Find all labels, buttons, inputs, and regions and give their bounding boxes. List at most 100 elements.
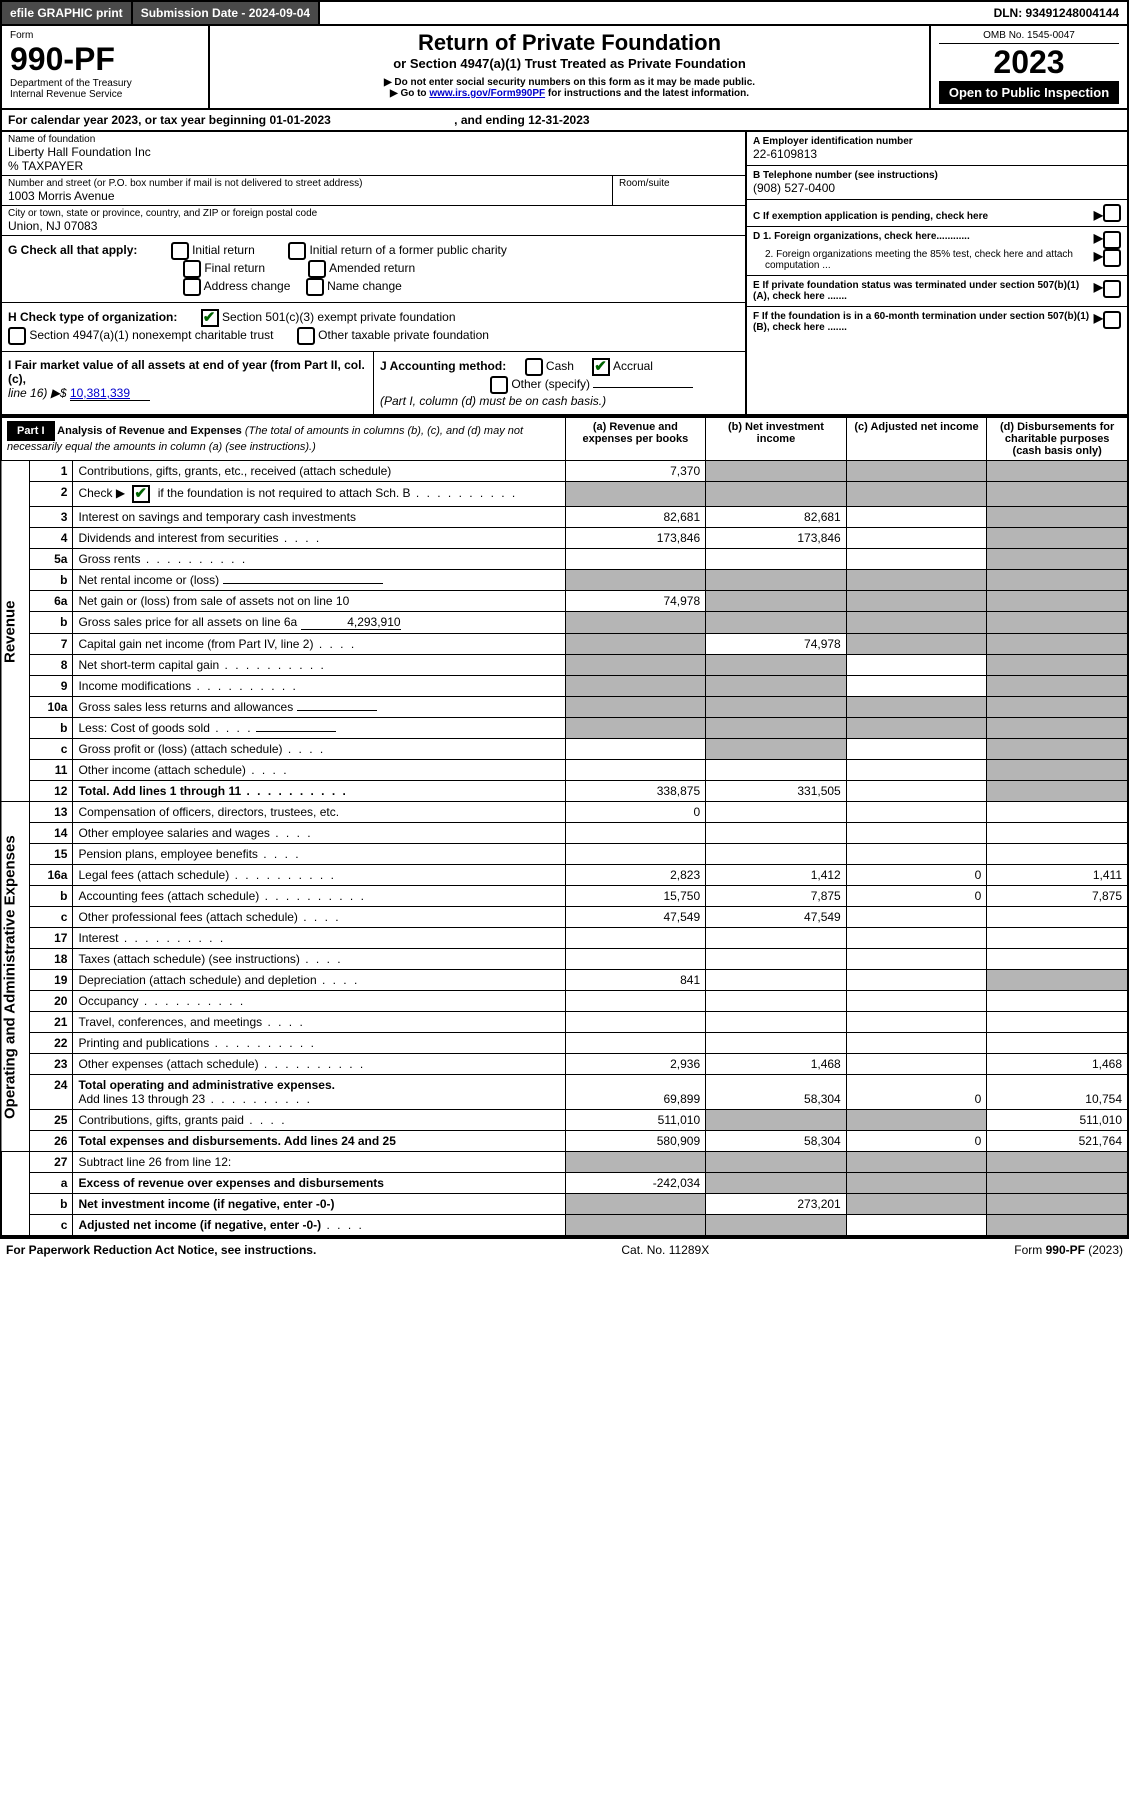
opt-other-method: Other (specify) <box>511 377 590 391</box>
d1-label: D 1. Foreign organizations, check here..… <box>753 231 1094 249</box>
line-6b-num: b <box>29 612 73 634</box>
line-27b-b: 273,201 <box>706 1194 847 1215</box>
line-16b-b: 7,875 <box>706 886 847 907</box>
line-4-desc: Dividends and interest from securities <box>73 528 565 549</box>
checkbox-other-taxable[interactable] <box>297 327 315 345</box>
checkbox-e[interactable] <box>1103 280 1121 298</box>
line-9-desc: Income modifications <box>73 676 565 697</box>
line-3-desc: Interest on savings and temporary cash i… <box>73 507 565 528</box>
line-16b-desc: Accounting fees (attach schedule) <box>73 886 565 907</box>
checkbox-d2[interactable] <box>1103 249 1121 267</box>
opt-final-return: Final return <box>204 261 265 275</box>
line-24-b: 58,304 <box>706 1075 847 1110</box>
line-4-b: 173,846 <box>706 528 847 549</box>
omb-number: OMB No. 1545-0047 <box>939 30 1119 44</box>
line-6b-desc: Gross sales price for all assets on line… <box>73 612 565 634</box>
d2-label: 2. Foreign organizations meeting the 85%… <box>753 249 1094 271</box>
checkbox-accrual[interactable] <box>592 358 610 376</box>
line-22-desc: Printing and publications <box>73 1033 565 1054</box>
form-title: Return of Private Foundation <box>218 30 921 56</box>
line-14-desc: Other employee salaries and wages <box>73 823 565 844</box>
line-16c-a: 47,549 <box>565 907 706 928</box>
line-25-a: 511,010 <box>565 1110 706 1131</box>
checkbox-initial-return[interactable] <box>171 242 189 260</box>
line-27c-num: c <box>29 1215 73 1237</box>
footer: For Paperwork Reduction Act Notice, see … <box>0 1237 1129 1261</box>
checkbox-d1[interactable] <box>1103 231 1121 249</box>
top-bar: efile GRAPHIC print Submission Date - 20… <box>0 0 1129 26</box>
tax-year: 2023 <box>939 44 1119 81</box>
line-26-b: 58,304 <box>706 1131 847 1152</box>
part1-badge: Part I <box>7 421 55 441</box>
irs-link[interactable]: www.irs.gov/Form990PF <box>429 88 545 99</box>
checkbox-c[interactable] <box>1103 204 1121 222</box>
line-26-desc: Total expenses and disbursements. Add li… <box>73 1131 565 1152</box>
i-value-link[interactable]: 10,381,339 <box>70 386 150 401</box>
taxpayer-line: % TAXPAYER <box>8 159 739 173</box>
line-16c-b: 47,549 <box>706 907 847 928</box>
h-label: H Check type of organization: <box>8 310 177 324</box>
submission-date: Submission Date - 2024-09-04 <box>133 2 320 24</box>
note-goto: ▶ Go to www.irs.gov/Form990PF for instru… <box>218 88 921 99</box>
line-23-b: 1,468 <box>706 1054 847 1075</box>
line-23-d: 1,468 <box>987 1054 1128 1075</box>
line-11-num: 11 <box>29 760 73 781</box>
checkbox-4947[interactable] <box>8 327 26 345</box>
line-15-num: 15 <box>29 844 73 865</box>
footer-left: For Paperwork Reduction Act Notice, see … <box>6 1243 316 1257</box>
part1-title: Analysis of Revenue and Expenses <box>57 425 242 437</box>
checkbox-amended[interactable] <box>308 260 326 278</box>
line-15-desc: Pension plans, employee benefits <box>73 844 565 865</box>
col-b-header: (b) Net investment income <box>706 417 847 461</box>
checkbox-address-change[interactable] <box>183 278 201 296</box>
line-4-num: 4 <box>29 528 73 549</box>
line-24-d: 10,754 <box>987 1075 1128 1110</box>
efile-label: efile GRAPHIC print <box>2 2 133 24</box>
expenses-side-label: Operating and Administrative Expenses <box>1 802 29 1152</box>
line-26-d: 521,764 <box>987 1131 1128 1152</box>
note-goto-post: for instructions and the latest informat… <box>545 88 749 99</box>
checkbox-schb[interactable] <box>132 485 150 503</box>
footer-right: Form 990-PF (2023) <box>1014 1243 1123 1257</box>
line-27c-desc: Adjusted net income (if negative, enter … <box>73 1215 565 1237</box>
line-3-num: 3 <box>29 507 73 528</box>
checkbox-501c3[interactable] <box>201 309 219 327</box>
line-17-num: 17 <box>29 928 73 949</box>
calendar-year: For calendar year 2023, or tax year begi… <box>2 110 1127 130</box>
checkbox-final-return[interactable] <box>183 260 201 278</box>
checkbox-other-method[interactable] <box>490 376 508 394</box>
line-25-d: 511,010 <box>987 1110 1128 1131</box>
line-24-desc: Total operating and administrative expen… <box>73 1075 565 1110</box>
line-16c-desc: Other professional fees (attach schedule… <box>73 907 565 928</box>
line-16b-d: 7,875 <box>987 886 1128 907</box>
line-27a-num: a <box>29 1173 73 1194</box>
line-1-desc: Contributions, gifts, grants, etc., rece… <box>73 461 565 482</box>
checkbox-initial-former[interactable] <box>288 242 306 260</box>
dln: DLN: 93491248004144 <box>986 2 1127 24</box>
line-16b-c: 0 <box>846 886 987 907</box>
line-5b-desc: Net rental income or (loss) <box>73 570 565 591</box>
ein-value: 22-6109813 <box>753 147 1121 161</box>
line-23-num: 23 <box>29 1054 73 1075</box>
opt-4947: Section 4947(a)(1) nonexempt charitable … <box>29 328 273 342</box>
line-27-num: 27 <box>29 1152 73 1173</box>
checkbox-cash[interactable] <box>525 358 543 376</box>
form-number: 990-PF <box>10 41 200 78</box>
line-10c-num: c <box>29 739 73 760</box>
line-16c-num: c <box>29 907 73 928</box>
line-13-desc: Compensation of officers, directors, tru… <box>73 802 565 823</box>
line-3-b: 82,681 <box>706 507 847 528</box>
line-1-a: 7,370 <box>565 461 706 482</box>
line-18-desc: Taxes (attach schedule) (see instruction… <box>73 949 565 970</box>
checkbox-name-change[interactable] <box>306 278 324 296</box>
checkbox-f[interactable] <box>1103 311 1121 329</box>
opt-cash: Cash <box>546 359 574 373</box>
foundation-name: Liberty Hall Foundation Inc <box>8 145 739 159</box>
dept-treasury: Department of the Treasury <box>10 78 200 89</box>
line-19-num: 19 <box>29 970 73 991</box>
note-goto-pre: ▶ Go to <box>390 88 429 99</box>
form-subtitle: or Section 4947(a)(1) Trust Treated as P… <box>218 56 921 71</box>
form-header: Form 990-PF Department of the Treasury I… <box>0 26 1129 110</box>
line-10c-desc: Gross profit or (loss) (attach schedule) <box>73 739 565 760</box>
line-4-a: 173,846 <box>565 528 706 549</box>
